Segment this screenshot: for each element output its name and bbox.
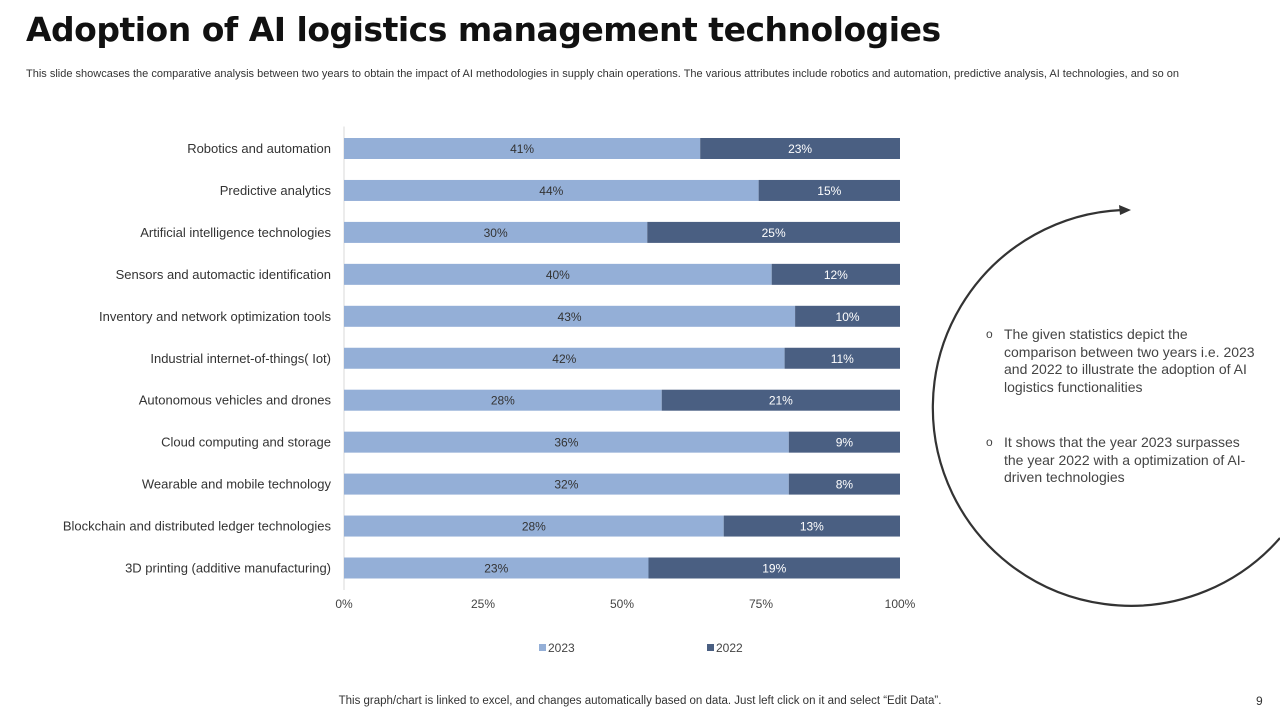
bar-2023[interactable]: [344, 138, 701, 159]
data-label: 15%: [817, 184, 841, 198]
category-label: Wearable and mobile technology: [142, 477, 332, 492]
category-label: 3D printing (additive manufacturing): [125, 561, 331, 576]
category-label: Sensors and automactic identification: [116, 267, 331, 282]
bar-2023[interactable]: [344, 389, 662, 411]
data-label: 8%: [836, 478, 854, 492]
bullet-text: It shows that the year 2023 surpasses th…: [1004, 434, 1246, 485]
bar-2022[interactable]: [647, 221, 900, 243]
footer-note: This graph/chart is linked to excel, and…: [338, 695, 942, 707]
data-label: 44%: [539, 184, 563, 198]
data-label: 10%: [836, 310, 860, 324]
category-label: Inventory and network optimization tools: [99, 309, 331, 324]
data-label: 32%: [554, 478, 578, 492]
legend-swatch: [707, 644, 714, 651]
data-label: 23%: [484, 562, 508, 576]
category-label: Blockchain and distributed ledger techno…: [63, 519, 332, 534]
data-label: 28%: [522, 520, 546, 534]
data-label: 41%: [510, 142, 534, 156]
page-number: 9: [1256, 694, 1263, 708]
category-label: Autonomous vehicles and drones: [139, 393, 332, 408]
page-subtitle: This slide showcases the comparative ana…: [26, 68, 1180, 80]
category-label: Robotics and automation: [187, 141, 331, 156]
bar-2023[interactable]: [344, 473, 789, 495]
bar-2022[interactable]: [648, 557, 900, 579]
legend-label: 2022: [716, 641, 743, 655]
x-tick-label: 25%: [471, 597, 495, 611]
data-label: 43%: [558, 310, 582, 324]
data-label: 40%: [546, 268, 570, 282]
insight-bullets: o The given statistics depict the compar…: [986, 326, 1258, 525]
data-label: 36%: [554, 436, 578, 450]
bar-2022[interactable]: [758, 179, 900, 201]
legend-label: 2023: [548, 641, 575, 655]
bullet-text: The given statistics depict the comparis…: [1004, 326, 1255, 395]
legend-swatch: [539, 644, 546, 651]
category-label: Predictive analytics: [220, 183, 332, 198]
bar-2023[interactable]: [344, 431, 789, 453]
bar-2022[interactable]: [784, 347, 900, 369]
bullet-item: o It shows that the year 2023 surpasses …: [986, 434, 1258, 487]
bar-2023[interactable]: [344, 263, 772, 285]
bar-2022[interactable]: [723, 515, 900, 537]
bar-2023[interactable]: [344, 221, 648, 243]
x-tick-label: 50%: [610, 597, 634, 611]
data-label: 9%: [836, 436, 854, 450]
category-label: Artificial intelligence technologies: [140, 225, 331, 240]
data-label: 12%: [824, 268, 848, 282]
data-label: 30%: [484, 226, 508, 240]
data-label: 19%: [762, 562, 786, 576]
bar-2023[interactable]: [344, 515, 724, 537]
bar-2022[interactable]: [795, 305, 900, 327]
bar-2022[interactable]: [661, 389, 900, 411]
data-label: 23%: [788, 142, 812, 156]
bar-2023[interactable]: [344, 305, 796, 327]
bar-2022[interactable]: [771, 263, 900, 285]
x-tick-label: 75%: [749, 597, 773, 611]
data-label: 25%: [762, 226, 786, 240]
bar-2023[interactable]: [344, 557, 649, 579]
x-tick-label: 0%: [335, 597, 353, 611]
page-title: Adoption of AI logistics management tech…: [26, 10, 941, 49]
data-label: 13%: [800, 520, 824, 534]
bullet-item: o The given statistics depict the compar…: [986, 326, 1258, 396]
category-label: Cloud computing and storage: [161, 435, 331, 450]
bullet-marker: o: [986, 327, 993, 341]
bar-2022[interactable]: [700, 138, 900, 159]
data-label: 42%: [552, 352, 576, 366]
bar-2023[interactable]: [344, 179, 759, 201]
x-tick-label: 100%: [885, 597, 916, 611]
data-label: 21%: [769, 394, 793, 408]
bar-2023[interactable]: [344, 347, 785, 369]
bar-2022[interactable]: [788, 431, 900, 453]
data-label: 28%: [491, 394, 515, 408]
category-label: Industrial internet-of-things( Iot): [150, 351, 331, 366]
bullet-marker: o: [986, 435, 993, 449]
bar-2022[interactable]: [788, 473, 900, 495]
data-label: 11%: [831, 352, 854, 366]
